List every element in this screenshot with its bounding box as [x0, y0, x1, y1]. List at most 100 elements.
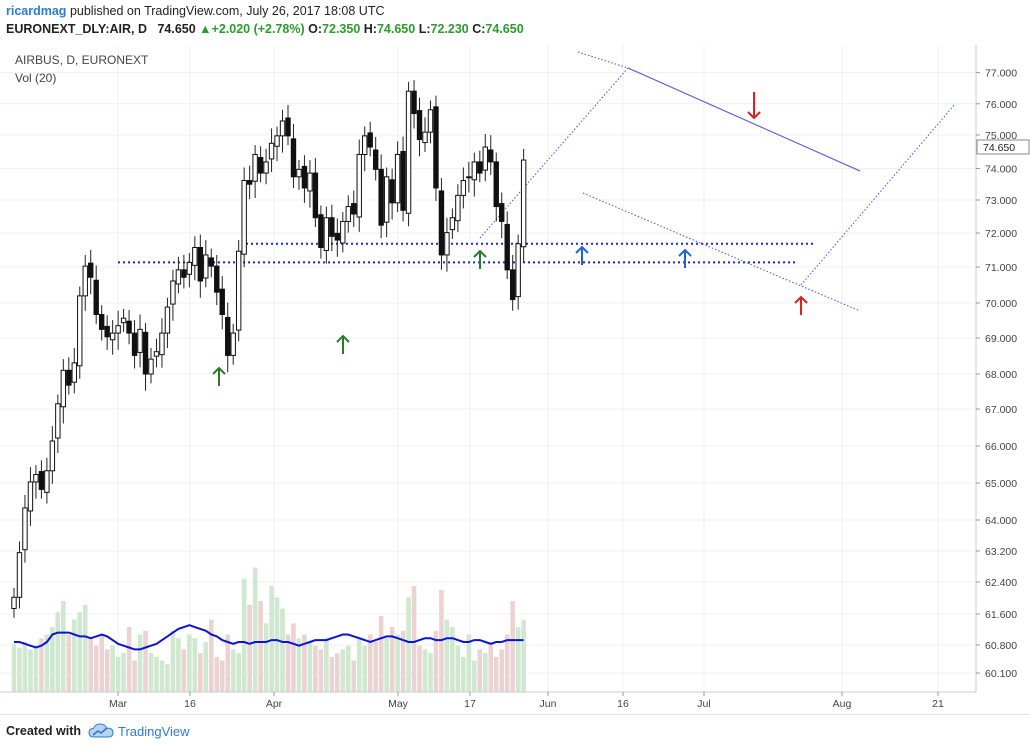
volume-bar	[148, 653, 154, 692]
candle-body	[493, 161, 499, 208]
volume-bar	[159, 660, 165, 692]
publish-line: ricardmag published on TradingView.com, …	[6, 4, 384, 18]
candle-body	[416, 110, 423, 141]
chart-grid	[0, 45, 976, 692]
volume-bar	[88, 638, 94, 692]
volume-bar	[71, 619, 77, 692]
candle-body	[115, 325, 121, 334]
candle-body	[362, 135, 368, 155]
volume-bar	[99, 634, 104, 692]
candle-body	[109, 332, 116, 341]
volume-bar	[307, 641, 313, 692]
candle-body	[33, 473, 39, 483]
annotation-arrows	[212, 92, 808, 386]
candle-body	[142, 331, 149, 375]
candle-body	[153, 351, 160, 357]
candle-body	[312, 172, 319, 219]
volume-bar	[110, 645, 115, 692]
candle-body	[466, 176, 472, 179]
time-tick-label: Apr	[266, 698, 283, 710]
volume-bar	[203, 641, 209, 692]
candle-body	[290, 138, 297, 178]
tradingview-link[interactable]: TradingView	[118, 724, 190, 739]
candlesticks	[11, 80, 527, 618]
volume-bar	[477, 649, 483, 692]
open-label: O:	[308, 22, 323, 36]
volume-bar	[521, 619, 526, 692]
red-arrow-high-head	[747, 111, 761, 120]
candle-body	[405, 90, 412, 214]
footer: Created with TradingView	[0, 714, 1030, 748]
candle-body	[345, 206, 351, 222]
candle-body	[296, 168, 302, 178]
volume-bar	[44, 634, 50, 692]
high-label: H:	[363, 22, 377, 36]
volume-bar	[378, 615, 384, 692]
price-tick-label: 68.000	[985, 369, 1017, 381]
volume-bar	[66, 634, 72, 692]
volume-bar	[335, 653, 340, 692]
volume-bar	[269, 586, 274, 692]
volume-bar	[367, 634, 373, 692]
candle-body	[389, 179, 395, 204]
channel-lower-line	[582, 192, 861, 312]
volume-bar	[504, 634, 510, 692]
volume-bar	[482, 653, 488, 692]
volume-bar	[219, 660, 225, 692]
volume-bar	[50, 627, 55, 692]
candle-body	[285, 117, 291, 137]
created-with-label: Created with	[6, 724, 82, 738]
candle-body	[181, 269, 187, 278]
volume-bar	[208, 619, 214, 692]
close-label: C:	[472, 22, 486, 36]
chart-axes: 77.000 76.000 75.000 74.000 73.000 72.000 71.0…	[0, 45, 1030, 710]
volume-bar	[115, 656, 121, 692]
candle-body	[137, 328, 143, 353]
volume-bar	[411, 586, 417, 692]
volume-bar	[214, 656, 220, 692]
volume-ma	[14, 624, 524, 651]
volume-bar	[406, 597, 411, 692]
green-arrow-apr-head	[336, 334, 350, 343]
candle-body	[422, 131, 428, 144]
price-tick-label: 61.600	[985, 609, 1017, 621]
candle-body	[504, 223, 510, 271]
tradingview-logo-icon[interactable]	[88, 722, 114, 740]
candle-body	[252, 153, 258, 182]
last-price-label: 74.650	[983, 142, 1015, 154]
chart-header: ricardmag published on TradingView.com, …	[0, 0, 1030, 44]
volume-bar	[258, 601, 263, 692]
candle-body	[455, 194, 461, 222]
volume-bar	[280, 608, 285, 692]
volume-bar	[274, 597, 280, 692]
chart-area[interactable]: 77.000 76.000 75.000 74.000 73.000 72.000 71.0…	[0, 44, 1030, 714]
volume-bar	[165, 664, 170, 692]
author-link[interactable]: ricardmag	[6, 4, 67, 18]
candle-body	[22, 507, 28, 551]
candle-body	[164, 306, 171, 334]
candle-body	[340, 220, 346, 244]
volume-bar	[444, 619, 450, 692]
price-tick-label: 60.100	[985, 668, 1017, 680]
price-chart[interactable]: 77.000 76.000 75.000 74.000 73.000 72.000 71.0…	[0, 44, 1030, 714]
time-tick-label: May	[388, 698, 409, 710]
volume-bar	[181, 649, 187, 692]
volume-bar	[291, 623, 296, 692]
candle-body	[159, 332, 165, 356]
candle-body	[77, 295, 83, 367]
volume-bar	[241, 578, 247, 692]
volume-bar	[22, 641, 28, 692]
candle-body	[93, 279, 99, 315]
price-change: ▲+2.020 (+2.78%)	[199, 22, 305, 36]
price-tick-label: 63.200	[985, 546, 1017, 558]
candle-body	[449, 217, 456, 231]
volume-bar	[499, 649, 505, 692]
volume-bar	[39, 638, 44, 692]
candle-body	[104, 325, 110, 338]
price-tick-label: 70.000	[985, 298, 1017, 310]
candle-body	[279, 120, 286, 137]
price-tick-label: 72.000	[985, 228, 1017, 240]
volume-bar	[187, 634, 192, 692]
time-tick-label: Jun	[540, 698, 557, 710]
rising-trend-right	[800, 103, 956, 286]
